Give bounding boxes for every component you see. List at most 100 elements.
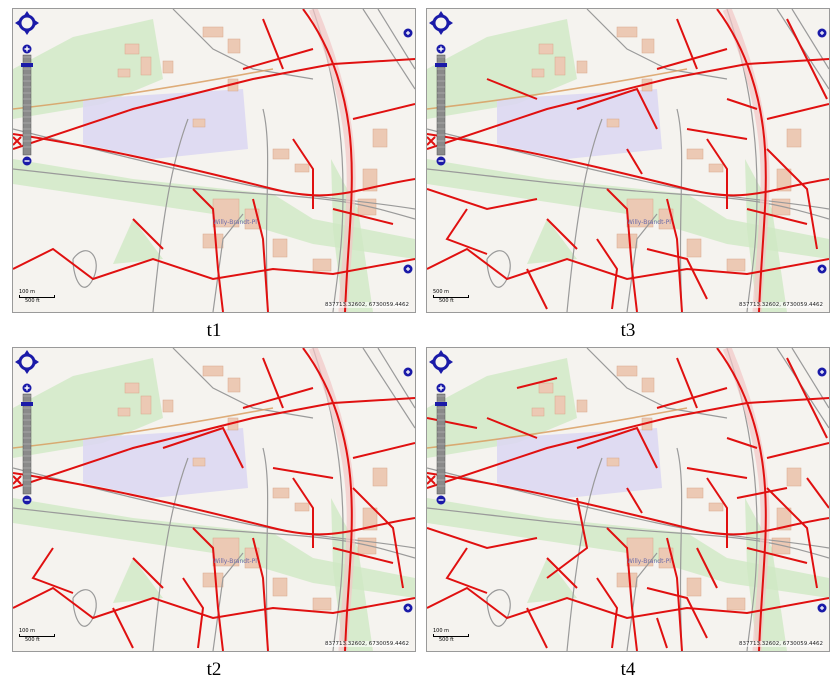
route-segment bbox=[646, 248, 708, 300]
route-segment bbox=[252, 537, 269, 651]
route-segment bbox=[726, 98, 758, 110]
panel-caption: t4 bbox=[620, 659, 636, 680]
route-segment bbox=[292, 138, 314, 209]
building bbox=[708, 502, 724, 512]
street-line bbox=[13, 507, 415, 559]
building bbox=[538, 43, 554, 55]
layer-switcher-icon[interactable] bbox=[817, 600, 827, 613]
building bbox=[686, 148, 704, 160]
building bbox=[776, 168, 792, 192]
map-canvas[interactable]: Willy-Brandt-Pl bbox=[427, 348, 829, 651]
building bbox=[616, 26, 638, 38]
route-segment bbox=[352, 103, 415, 120]
layer-switcher-icon[interactable] bbox=[403, 25, 413, 38]
scale-bar-top-label: 100 m bbox=[19, 289, 36, 295]
building bbox=[227, 38, 241, 54]
panel-caption: t3 bbox=[620, 320, 636, 341]
building bbox=[616, 365, 638, 377]
building bbox=[616, 233, 638, 249]
zoom-out-icon bbox=[22, 156, 32, 166]
route-segment bbox=[666, 198, 683, 312]
railway-line bbox=[13, 407, 274, 449]
street-line bbox=[626, 213, 658, 312]
layer-switcher-icon[interactable] bbox=[817, 261, 827, 274]
place-label: Willy-Brandt-Pl bbox=[627, 219, 671, 226]
layer-switcher-icon[interactable] bbox=[403, 600, 413, 613]
route-segment bbox=[112, 607, 134, 649]
route-segment bbox=[526, 268, 548, 310]
scale-bar-top-label: 100 m bbox=[433, 628, 450, 634]
water-area bbox=[497, 428, 662, 498]
route-segment bbox=[766, 487, 818, 589]
building bbox=[786, 467, 802, 487]
place-label: Willy-Brandt-Pl bbox=[627, 558, 671, 565]
pan-compass-icon bbox=[429, 350, 453, 374]
route-segment bbox=[427, 58, 829, 150]
map-viewport[interactable]: Willy-Brandt-Pl 100 m 500 ft 837713.3260… bbox=[12, 8, 416, 313]
building bbox=[192, 457, 206, 467]
building bbox=[726, 597, 746, 611]
route-segment bbox=[445, 547, 488, 594]
route-segment bbox=[546, 557, 578, 589]
route-segment bbox=[576, 426, 658, 469]
layer-switcher-icon[interactable] bbox=[403, 261, 413, 274]
map-canvas[interactable]: Willy-Brandt-Pl bbox=[427, 9, 829, 312]
map-viewport[interactable]: Willy-Brandt-Pl 100 m 500 ft 837713.3260… bbox=[426, 347, 830, 652]
route-endpoint-mark bbox=[13, 475, 22, 485]
scale-bar-bottom-label: 500 ft bbox=[439, 298, 454, 304]
street-line bbox=[566, 118, 603, 312]
building bbox=[686, 487, 704, 499]
building bbox=[202, 233, 224, 249]
route-endpoint-mark bbox=[427, 475, 436, 485]
route-segment bbox=[746, 547, 808, 564]
place-label: Willy-Brandt-Pl bbox=[213, 219, 257, 226]
park-area bbox=[527, 558, 577, 603]
route-segment bbox=[302, 348, 353, 651]
street-line bbox=[212, 552, 244, 651]
building bbox=[708, 163, 724, 173]
building bbox=[726, 258, 746, 272]
map-navigation-control bbox=[429, 11, 457, 171]
zoom-in-icon bbox=[22, 383, 32, 393]
route-segment bbox=[766, 148, 818, 250]
route-segment bbox=[162, 426, 244, 469]
map-canvas[interactable]: Willy-Brandt-Pl bbox=[13, 9, 415, 312]
building bbox=[140, 56, 152, 76]
route-segment bbox=[676, 357, 698, 409]
map-viewport[interactable]: Willy-Brandt-Pl 500 m 500 ft 837713.3260… bbox=[426, 8, 830, 313]
park-area bbox=[113, 558, 163, 603]
map-canvas[interactable]: Willy-Brandt-Pl bbox=[13, 348, 415, 651]
building bbox=[786, 128, 802, 148]
zoom-out-icon bbox=[22, 495, 32, 505]
building bbox=[202, 26, 224, 38]
route-segment bbox=[806, 477, 829, 509]
route-segment bbox=[606, 188, 638, 312]
street-line bbox=[13, 168, 415, 220]
building bbox=[162, 399, 174, 413]
layer-switcher-icon[interactable] bbox=[817, 364, 827, 377]
building bbox=[272, 487, 290, 499]
scale-bar-top-label: 100 m bbox=[19, 628, 36, 634]
zoom-slider-handle bbox=[21, 402, 33, 406]
zoom-in-icon bbox=[436, 44, 446, 54]
route-segment bbox=[676, 18, 698, 70]
route-segment bbox=[596, 577, 619, 649]
water-area bbox=[83, 428, 248, 498]
building bbox=[192, 118, 206, 128]
route-segment bbox=[666, 537, 683, 651]
street-line bbox=[427, 507, 829, 559]
route-segment bbox=[486, 78, 538, 100]
route-segment bbox=[427, 188, 538, 211]
place-label: Willy-Brandt-Pl bbox=[213, 558, 257, 565]
street-line bbox=[362, 9, 415, 90]
map-viewport[interactable]: Willy-Brandt-Pl 100 m 500 ft 837713.3260… bbox=[12, 347, 416, 652]
route-segment bbox=[132, 557, 164, 589]
route-segment bbox=[716, 348, 767, 651]
route-segment bbox=[706, 138, 728, 209]
street-line bbox=[212, 213, 244, 312]
layer-switcher-icon[interactable] bbox=[817, 25, 827, 38]
route-segment bbox=[31, 547, 74, 594]
park-area bbox=[113, 219, 163, 264]
route-segment bbox=[132, 218, 164, 250]
layer-switcher-icon[interactable] bbox=[403, 364, 413, 377]
